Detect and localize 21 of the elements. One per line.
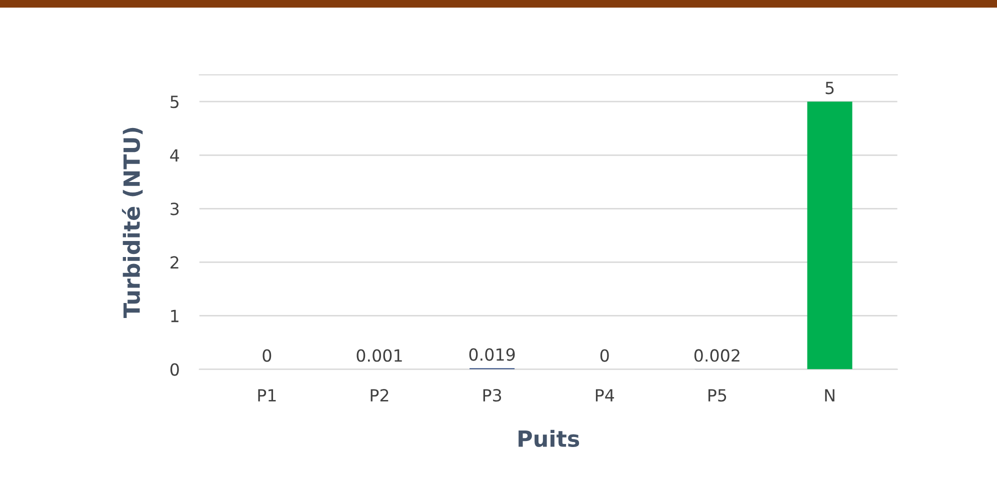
bar [807, 102, 852, 370]
x-tick-label: P4 [596, 389, 614, 402]
x-tick-label: P1 [258, 389, 276, 402]
data-label: 0 [262, 349, 272, 362]
y-tick-label: 1 [171, 310, 178, 322]
x-tick-label: N [825, 389, 834, 402]
data-label: 5 [826, 82, 834, 94]
y-tick-label: 4 [170, 149, 180, 162]
y-tick-label: 3 [170, 202, 179, 216]
y-tick-label: 2 [170, 256, 178, 269]
data-label: 0.019 [469, 348, 515, 361]
x-tick-label: P3 [483, 389, 502, 402]
data-label: 0 [600, 349, 609, 362]
y-tick-label: 0 [170, 363, 179, 376]
y-tick-label: 5 [170, 96, 178, 108]
x-axis-title: Puits [518, 430, 580, 448]
y-axis-title: Turbidité (NTU) [122, 128, 143, 318]
data-label: 0.002 [694, 349, 740, 362]
x-tick-label: P5 [708, 389, 726, 402]
data-label: 0.001 [356, 349, 402, 362]
x-tick-label: P2 [370, 389, 388, 402]
